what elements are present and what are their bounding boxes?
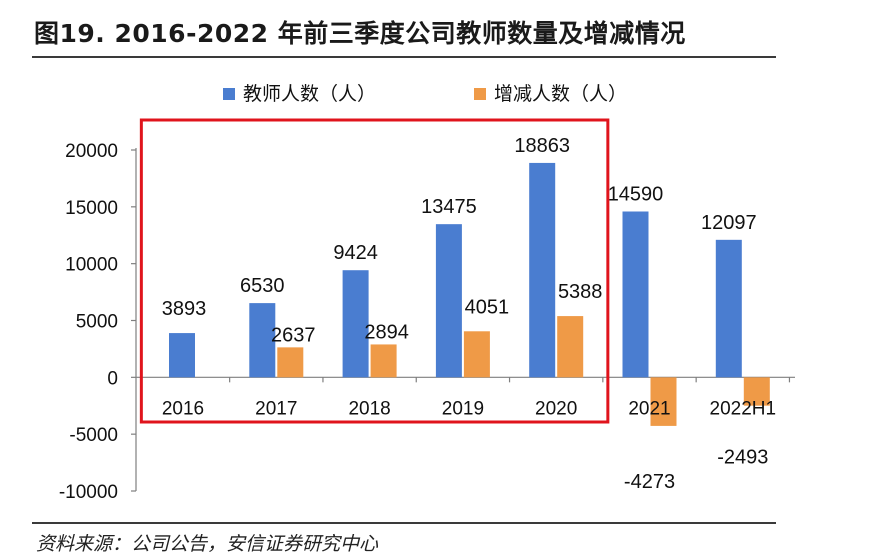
data-labels: 3893 6530 2637 9424 2894 13475 4051 18863 5388 14…	[162, 135, 769, 493]
change-bar-2017	[277, 347, 304, 378]
teacher-value-label-2022H1: 12097	[701, 212, 757, 234]
teacher-bar-2019	[435, 224, 462, 378]
teacher-value-label-2018: 9424	[333, 242, 378, 264]
y-tick-label: -10000	[59, 482, 118, 503]
x-tick-label: 2022H1	[710, 398, 777, 419]
y-tick-label: 15000	[65, 198, 118, 219]
change-value-label-2021: -4273	[624, 471, 675, 493]
teacher-value-label-2021: 14590	[608, 183, 664, 205]
highlight-layer	[139, 118, 610, 424]
legend-label-2: 增减人数（人）	[494, 83, 627, 105]
y-tick-label: 20000	[65, 141, 118, 162]
chart-legend: 教师人数（人） 增减人数（人）	[223, 83, 627, 105]
highlight-box	[139, 118, 610, 424]
x-tick-label: 2021	[628, 398, 670, 419]
teacher-value-label-2016: 3893	[162, 298, 207, 320]
bars	[169, 162, 770, 426]
x-tick-label: 2020	[535, 398, 577, 419]
legend-swatch-1	[223, 88, 235, 100]
source-note: 资料来源：公司公告，安信证券研究中心	[36, 533, 379, 555]
change-value-label-2022H1: -2493	[717, 447, 768, 469]
change-value-label-2020: 5388	[558, 281, 603, 303]
teacher-bar-2020	[529, 162, 556, 378]
y-axis: 20000 15000 10000 5000 0 -5000 -10000	[59, 141, 795, 503]
change-value-label-2019: 4051	[465, 296, 510, 318]
y-tick-label: 0	[107, 368, 118, 389]
x-tick-label: 2018	[348, 398, 390, 419]
change-bar-2020	[557, 316, 584, 378]
change-value-label-2018: 2894	[364, 321, 409, 343]
x-axis-labels: 2016 2017 2018 2019 2020 2021 2022H1	[162, 377, 791, 419]
change-bar-2019	[463, 331, 490, 378]
footer-divider	[32, 522, 776, 524]
teacher-bar-2021	[622, 211, 649, 378]
teacher-bar-2022H1	[715, 239, 742, 378]
legend-swatch-2	[474, 88, 486, 100]
change-bar-2022H1	[743, 377, 770, 406]
y-tick-label: 10000	[65, 255, 118, 276]
x-tick-label: 2017	[255, 398, 297, 419]
teacher-bar-2016	[169, 333, 195, 378]
title-divider	[32, 56, 776, 58]
teacher-value-label-2017: 6530	[240, 275, 285, 297]
y-tick-label: 5000	[76, 312, 118, 333]
teacher-value-label-2020: 18863	[514, 135, 570, 157]
chart-title: 图19. 2016-2022 年前三季度公司教师数量及增减情况	[34, 19, 686, 48]
teacher-bar-2018	[342, 270, 369, 378]
teacher-value-label-2019: 13475	[421, 196, 477, 218]
x-tick-label: 2016	[162, 398, 204, 419]
change-value-label-2017: 2637	[271, 324, 316, 346]
y-tick-label: -5000	[69, 425, 118, 446]
change-bar-2018	[370, 344, 397, 378]
legend-label-1: 教师人数（人）	[243, 83, 376, 105]
x-tick-label: 2019	[442, 398, 484, 419]
teacher-bar-2017	[249, 303, 276, 378]
change-bar-2021	[650, 377, 677, 426]
